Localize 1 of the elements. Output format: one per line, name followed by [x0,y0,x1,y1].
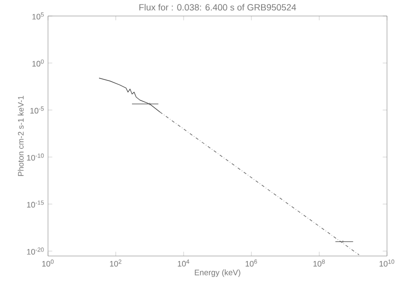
chart-title: Flux for : 0.038: 6.400 s of GRB950524 [139,4,296,11]
